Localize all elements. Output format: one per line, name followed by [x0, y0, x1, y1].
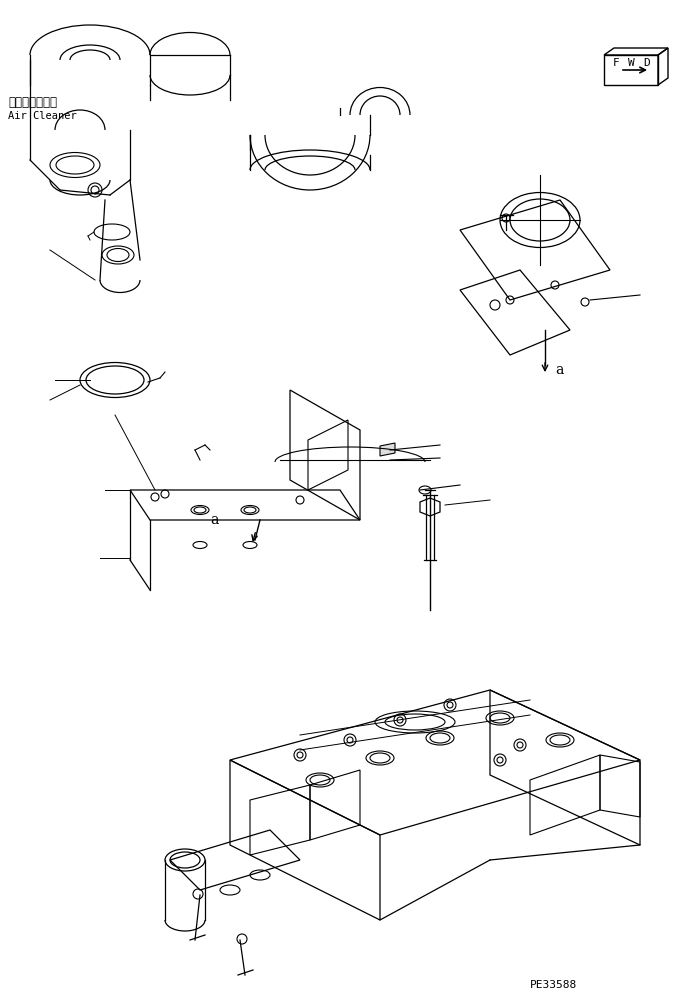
Text: Air Cleaner: Air Cleaner: [8, 111, 77, 121]
Text: F: F: [613, 58, 619, 68]
Text: PE33588: PE33588: [530, 980, 577, 990]
Text: W: W: [628, 58, 635, 68]
Text: a: a: [210, 513, 219, 527]
Polygon shape: [380, 443, 395, 456]
Text: エアークリーナ: エアークリーナ: [8, 97, 57, 110]
Text: D: D: [643, 58, 650, 68]
Text: a: a: [555, 363, 563, 377]
